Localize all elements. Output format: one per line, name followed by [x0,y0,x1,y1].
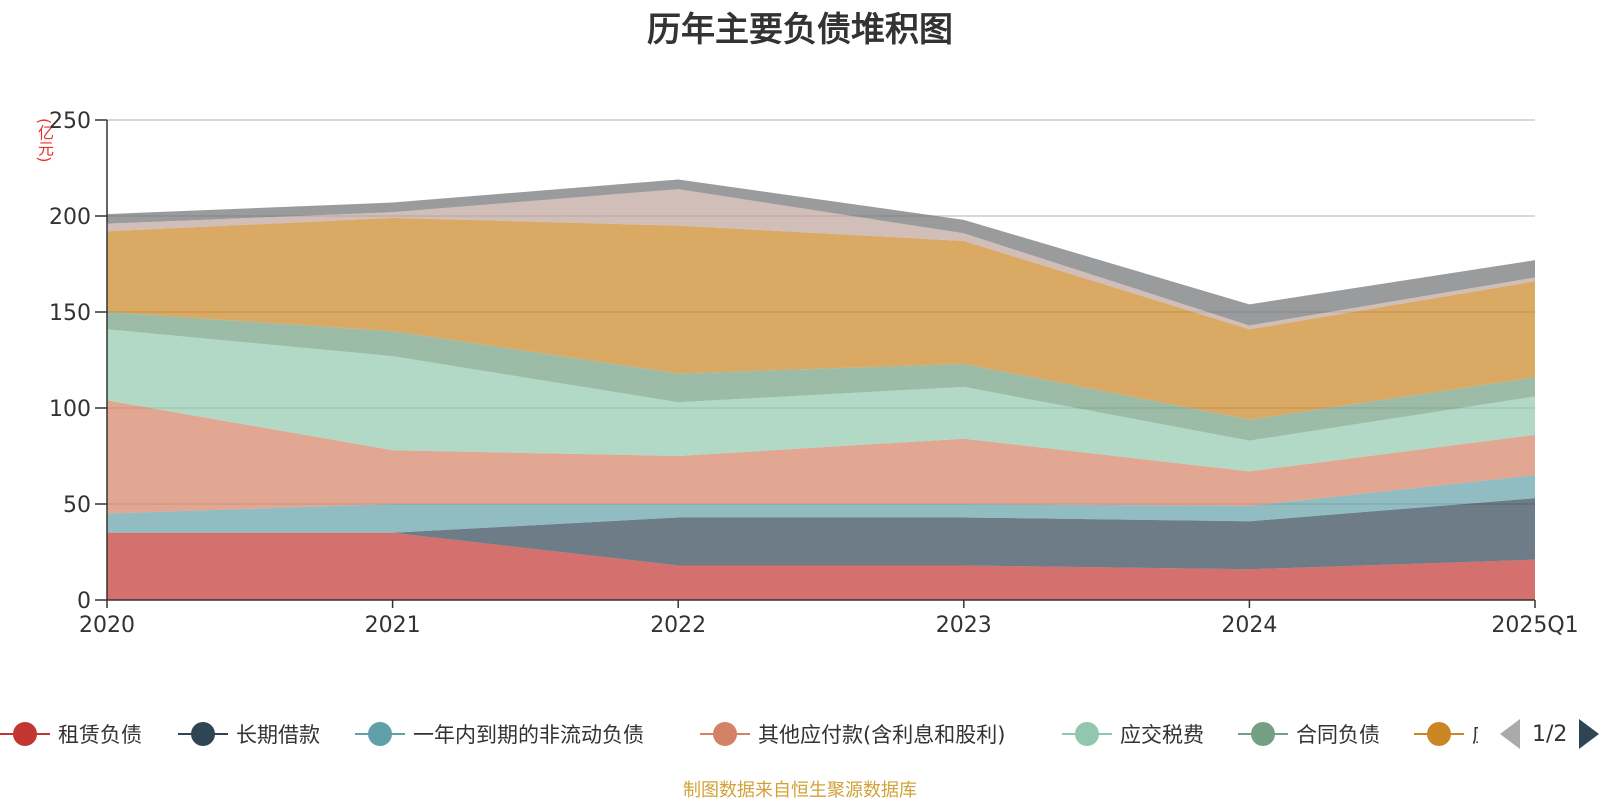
legend-label: 应交税费 [1120,723,1204,747]
x-tick-label: 2025Q1 [1491,613,1578,638]
legend-label: 其他应付款(含利息和股利) [758,723,1006,747]
area-series-6 [107,312,1535,441]
chart-title: 历年主要负债堆积图 [647,10,953,50]
x-tick-label: 2023 [936,613,992,638]
y-tick-label: 250 [49,109,91,134]
legend-item[interactable]: 租赁负债 [0,716,142,752]
area-series-group [107,179,1535,600]
legend-prev-page-button[interactable] [1500,719,1520,749]
x-tick-label: 2024 [1221,613,1277,638]
area-series-9 [107,179,1535,326]
y-tick-label: 50 [63,493,91,518]
legend-pager: 1/2 [1500,716,1600,752]
area-series-1 [107,532,1535,600]
legend-marker-icon [700,722,750,746]
area-series-5 [107,329,1535,472]
y-axis-unit-label: (亿元) [35,118,54,163]
legend: 租赁负债 长期借款 一年内到期的非流动负债 其他应付款(含利息和股利) 应交税费 合同负债… [0,716,1600,756]
axes: 0 50 100 150 200 250 2020 2021 2022 2023 2024 2025Q… [49,109,1579,638]
legend-marker-icon [1414,722,1464,746]
legend-next-page-button[interactable] [1579,719,1600,749]
legend-label: 合同负债 [1296,723,1380,747]
legend-label: 租赁负债 [58,723,142,747]
area-series-2 [107,498,1535,570]
legend-page-indicator: 1/2 [1532,721,1568,747]
legend-item[interactable]: 应付账款 [1414,716,1478,752]
x-tick-label: 2020 [79,613,135,638]
y-tick-label: 200 [49,205,91,230]
area-series-7 [107,217,1535,420]
legend-item[interactable]: 应交税费 [1062,716,1204,752]
data-source-note: 制图数据来自恒生聚源数据库 [683,780,917,801]
area-series-8 [107,189,1535,330]
x-tick-label: 2022 [650,613,706,638]
legend-marker-icon [0,722,50,746]
legend-label: 长期借款 [236,723,320,747]
legend-item[interactable]: 一年内到期的非流动负债 [355,716,644,752]
legend-label: 应付账款 [1472,719,1478,749]
legend-label: 一年内到期的非流动负债 [413,723,644,747]
legend-items: 租赁负债 长期借款 一年内到期的非流动负债 其他应付款(含利息和股利) 应交税费 合同负债… [0,716,1478,756]
y-tick-label: 0 [77,589,91,614]
x-tick-label: 2021 [365,613,421,638]
stacked-area-chart: 0 50 100 150 200 250 2020 2021 2022 2023 2024 2025Q… [49,109,1579,638]
legend-marker-icon [1062,722,1112,746]
legend-item[interactable]: 长期借款 [178,716,320,752]
legend-marker-icon [178,722,228,746]
y-tick-label: 150 [49,301,91,326]
y-tick-label: 100 [49,397,91,422]
area-series-4 [107,400,1535,514]
legend-item[interactable]: 合同负债 [1238,716,1380,752]
legend-marker-icon [1238,722,1288,746]
legend-marker-icon [355,722,405,746]
legend-item[interactable]: 其他应付款(含利息和股利) [700,716,1005,752]
